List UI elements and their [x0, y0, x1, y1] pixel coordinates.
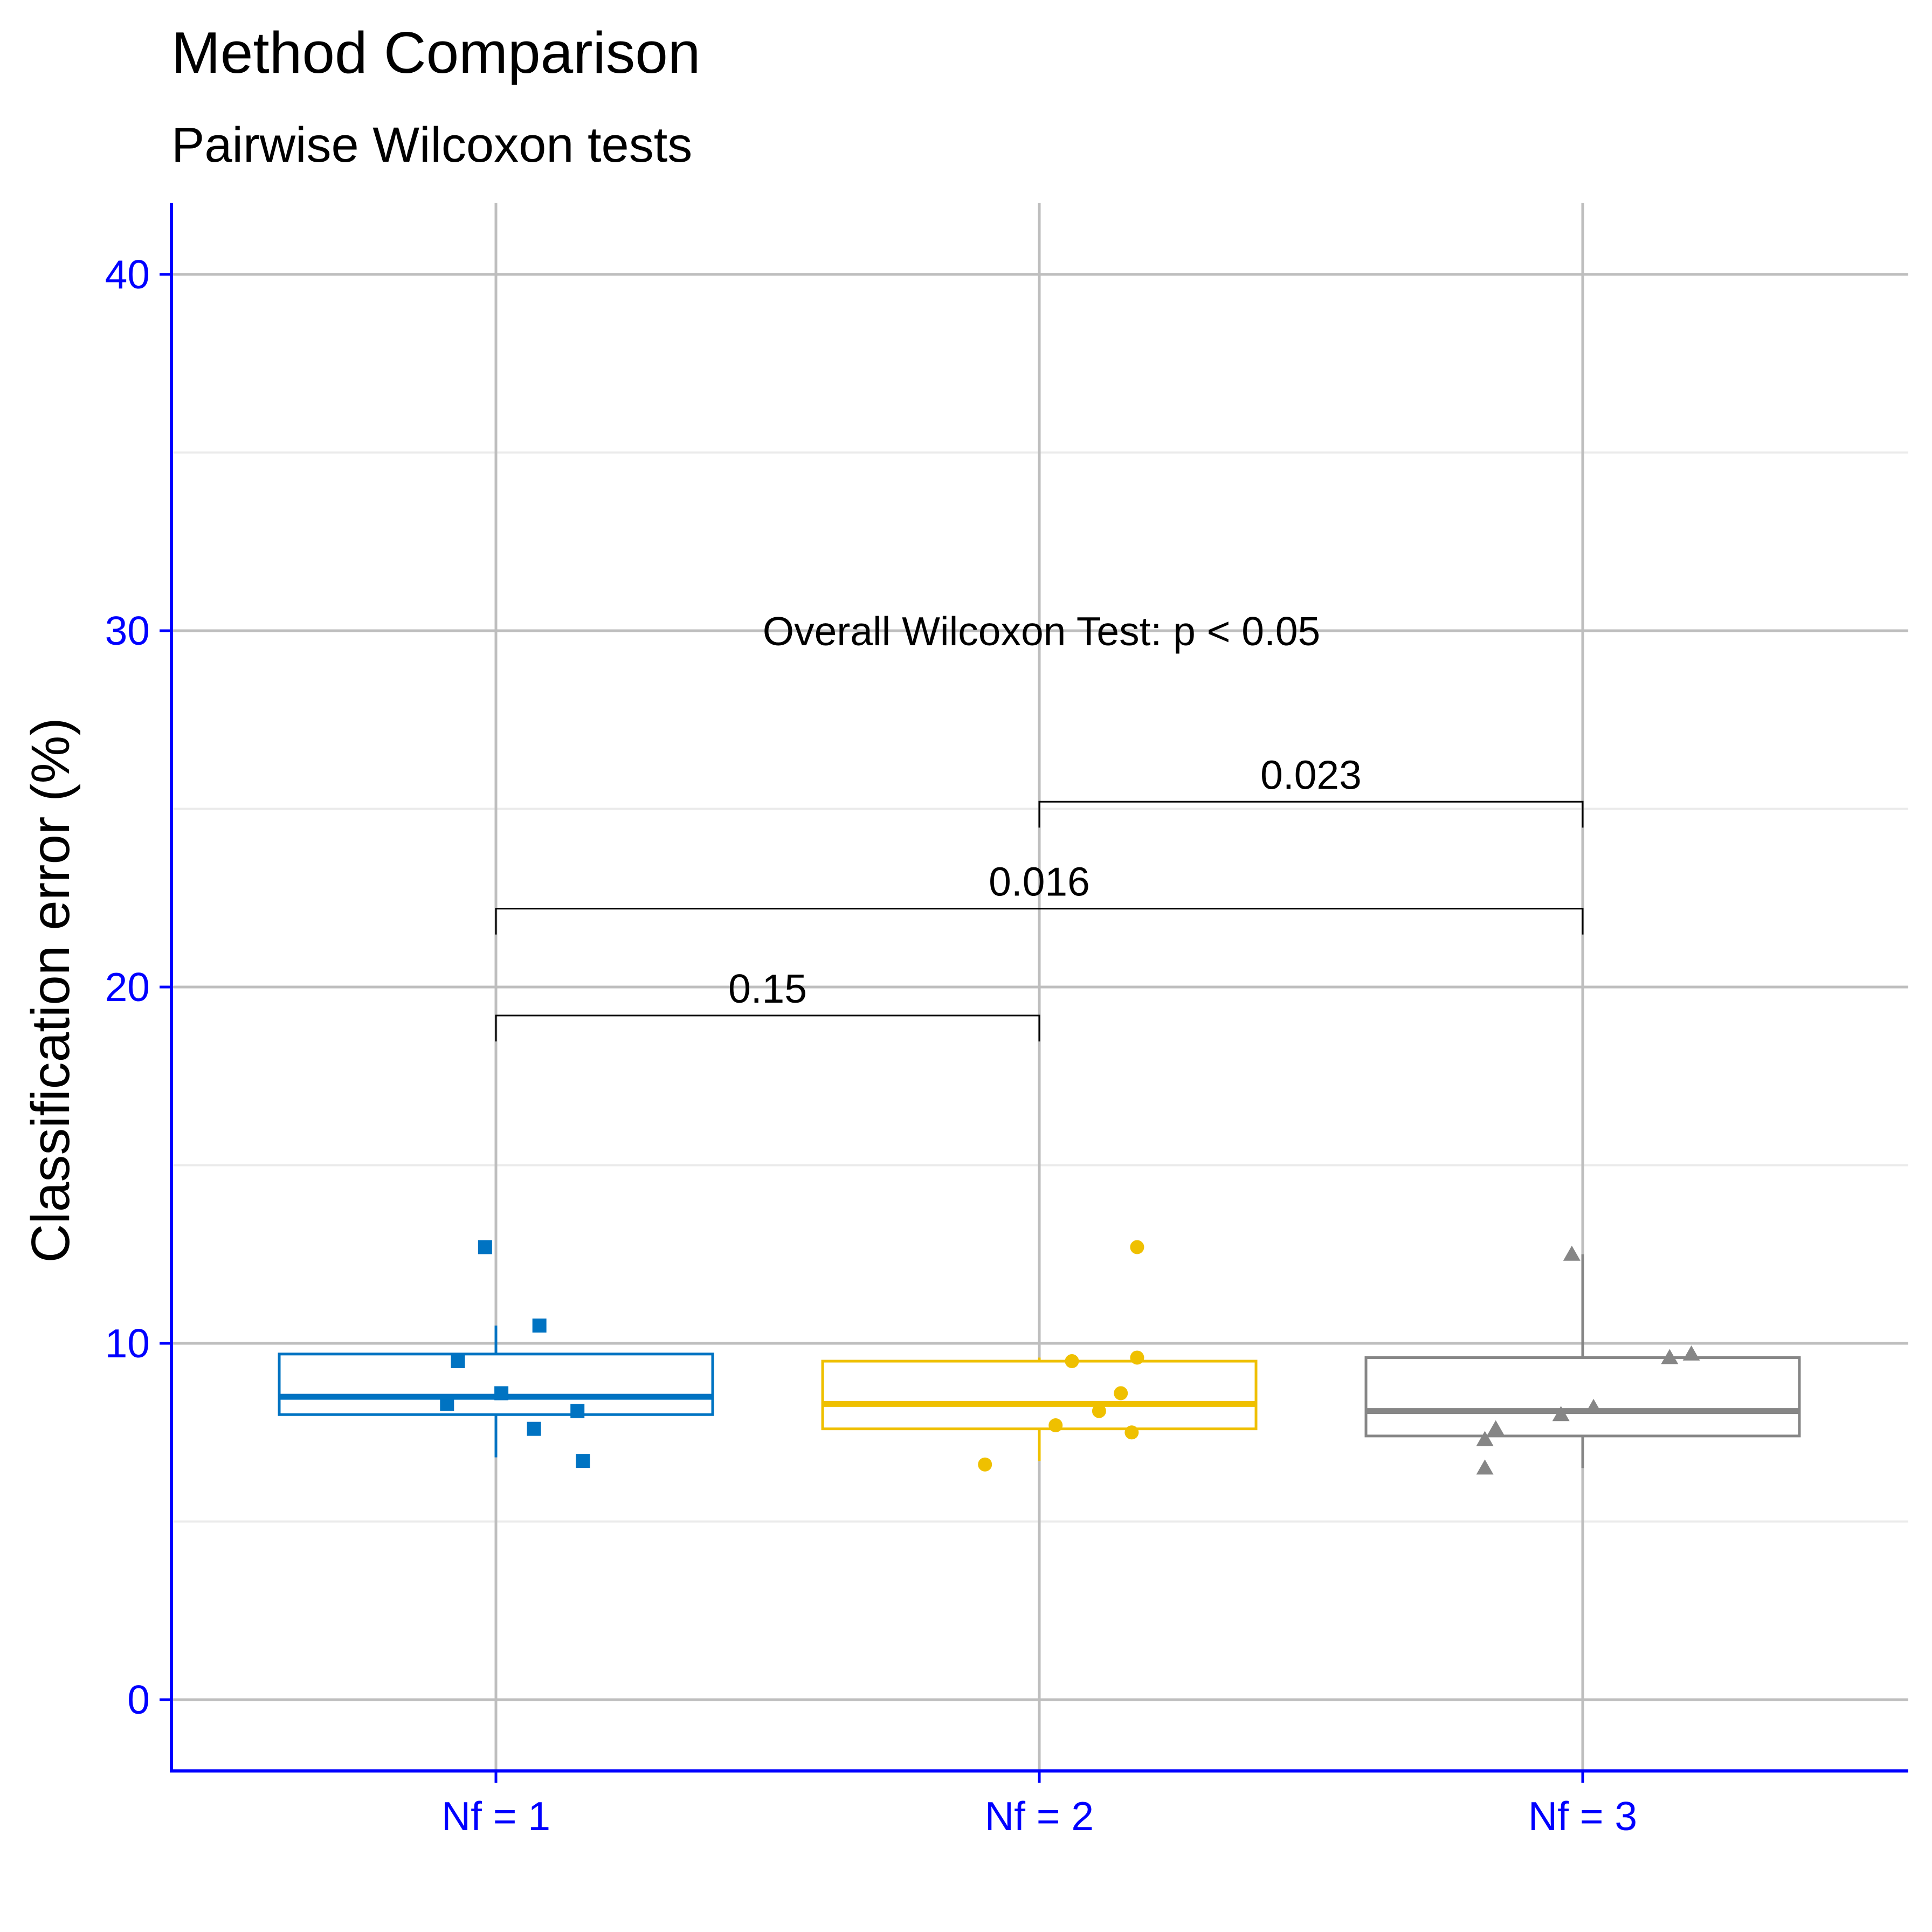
data-point — [1476, 1459, 1494, 1475]
data-point — [1585, 1398, 1603, 1414]
y-tick-label: 40 — [105, 252, 150, 297]
overall-test-annotation: Overall Wilcoxon Test: p < 0.05 — [763, 609, 1321, 654]
data-point — [1130, 1240, 1144, 1254]
axes: 0 10 20 30 40 Nf = 1 Nf = 2 Nf = 3 — [105, 203, 1908, 1839]
data-point — [440, 1397, 454, 1411]
data-point — [527, 1422, 541, 1436]
major-gridlines — [171, 203, 1908, 1771]
data-point — [1476, 1431, 1494, 1446]
bracket-line — [495, 1015, 1040, 1041]
boxplot-1 — [278, 1325, 714, 1458]
x-tick-label: Nf = 2 — [985, 1793, 1094, 1839]
box-iqr — [1364, 1356, 1801, 1438]
chart-title: Method Comparison — [171, 20, 700, 86]
data-point — [1114, 1386, 1128, 1400]
box-iqr — [278, 1353, 714, 1416]
y-tick-label: 10 — [105, 1321, 150, 1366]
box-iqr — [821, 1360, 1258, 1431]
data-point — [478, 1240, 492, 1254]
data-point — [1563, 1245, 1581, 1261]
y-tick-label: 30 — [105, 608, 150, 653]
data-point — [1487, 1420, 1505, 1436]
y-axis-label: Classification error (%) — [20, 717, 81, 1262]
data-point — [1682, 1345, 1700, 1361]
data-point — [494, 1386, 509, 1400]
data-point — [1048, 1418, 1063, 1433]
comparison-bracket: 0.15 — [495, 966, 1040, 1041]
data-point — [570, 1404, 585, 1418]
data-point — [1661, 1349, 1679, 1364]
chart-subtitle: Pairwise Wilcoxon tests — [171, 118, 692, 172]
p-value-label: 0.016 — [989, 859, 1090, 905]
boxplots — [278, 1254, 1801, 1468]
data-point — [978, 1457, 992, 1472]
comparison-brackets: 0.15 0.016 0.023 — [495, 752, 1584, 1041]
data-point — [451, 1354, 465, 1369]
data-point — [1552, 1406, 1570, 1422]
data-point — [532, 1318, 547, 1333]
p-value-label: 0.15 — [728, 966, 807, 1011]
data-point — [576, 1454, 590, 1468]
comparison-bracket: 0.016 — [495, 859, 1584, 935]
x-tick-label: Nf = 3 — [1528, 1793, 1637, 1839]
bracket-line — [495, 908, 1584, 935]
y-tick-label: 20 — [105, 964, 150, 1010]
data-point — [1092, 1404, 1106, 1418]
boxplot-3 — [1364, 1254, 1801, 1468]
data-points — [440, 1240, 1700, 1475]
x-tick-label: Nf = 1 — [441, 1793, 550, 1839]
comparison-bracket: 0.023 — [1038, 752, 1584, 828]
y-tick-label: 0 — [127, 1677, 150, 1722]
bracket-line — [1038, 801, 1584, 828]
data-point — [1065, 1354, 1079, 1369]
boxplot-2 — [821, 1357, 1258, 1461]
data-point — [1130, 1350, 1144, 1365]
p-value-label: 0.023 — [1260, 752, 1362, 797]
data-point — [1124, 1425, 1139, 1440]
